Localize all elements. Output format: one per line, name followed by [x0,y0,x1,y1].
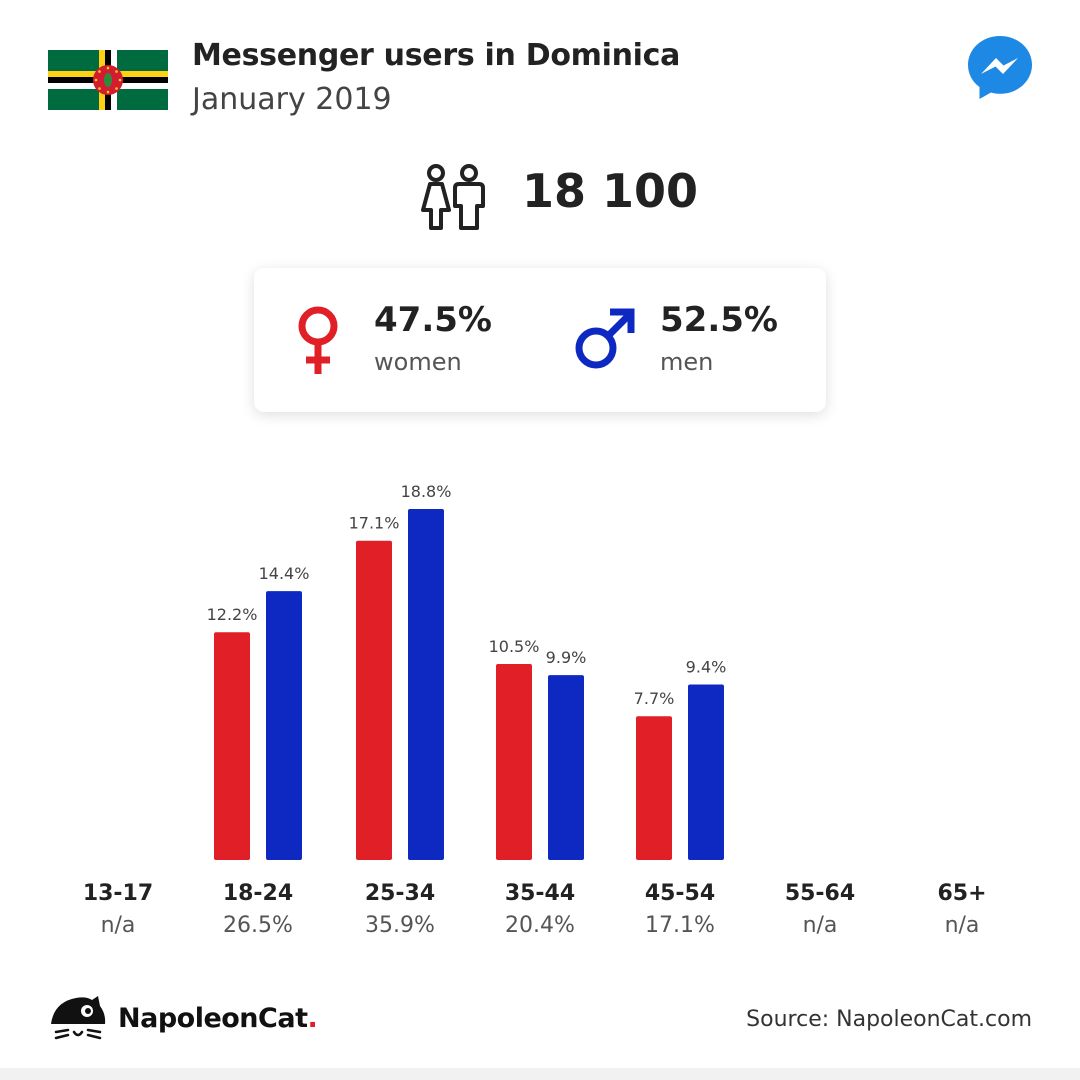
brand-name-text: NapoleonCat [118,1003,308,1034]
brand-dot: . [307,1003,318,1034]
female-symbol-icon [298,306,338,374]
bar-women-35-44 [496,663,532,860]
age-group-label-35-44: 35-44 [505,881,575,906]
age-group-label-13-17: 13-17 [83,881,153,906]
women-label: women [374,348,462,376]
age-group-total-18-24: 26.5% [223,913,293,938]
data-label-men-45-54: 9.4% [686,658,727,677]
men-percent: 52.5% [660,300,778,340]
dominica-flag-icon [48,50,168,110]
age-group-total-35-44: 20.4% [505,913,575,938]
age-group-total-13-17: n/a [101,913,136,938]
age-group-label-45-54: 45-54 [645,881,715,906]
data-label-women-18-24: 12.2% [207,605,258,624]
bar-men-45-54 [688,684,724,860]
male-symbol-icon [575,308,635,369]
men-label: men [660,348,714,376]
data-label-men-18-24: 14.4% [259,564,310,583]
bar-women-18-24 [214,632,250,860]
age-group-total-55-64: n/a [803,913,838,938]
bottom-bar [0,1068,1080,1080]
source-text: Source: NapoleonCat.com [746,1007,1032,1032]
total-users-count: 18 100 [522,164,699,218]
data-label-men-25-34: 18.8% [401,482,452,501]
bar-women-45-54 [636,716,672,860]
bar-men-18-24 [266,591,302,860]
age-bar-chart: 13-17n/a12.2%14.4%18-2426.5%17.1%18.8%25… [83,482,987,938]
users-icon [421,164,485,230]
age-group-label-65+: 65+ [937,881,986,906]
age-group-label-18-24: 18-24 [223,881,293,906]
brand-name: NapoleonCat. [118,1003,318,1034]
bar-women-25-34 [356,540,392,860]
data-label-women-35-44: 10.5% [489,637,540,656]
page-title: Messenger users in Dominica [192,38,681,73]
age-group-total-45-54: 17.1% [645,913,715,938]
data-label-men-35-44: 9.9% [546,648,587,667]
data-label-women-25-34: 17.1% [349,514,400,533]
gender-split-card: 47.5% women 52.5% men [254,268,826,412]
age-group-label-55-64: 55-64 [785,881,855,906]
bar-men-25-34 [408,509,444,860]
messenger-icon [968,36,1032,99]
page-subtitle: January 2019 [192,82,392,117]
napoleoncat-logo-icon [51,996,106,1040]
bar-men-35-44 [548,675,584,860]
data-label-women-45-54: 7.7% [634,689,675,708]
age-group-total-25-34: 35.9% [365,913,435,938]
women-percent: 47.5% [374,300,492,340]
age-group-total-65+: n/a [945,913,980,938]
age-group-label-25-34: 25-34 [365,881,435,906]
